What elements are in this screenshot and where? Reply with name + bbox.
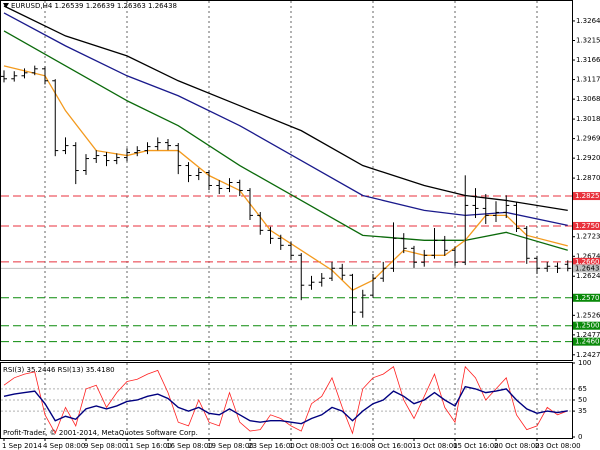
y-tick-label: 1.32640 [576, 17, 600, 25]
moving-average [3, 5, 568, 212]
rsi-line [3, 385, 568, 425]
y-tick-label: 1.28700 [576, 174, 600, 182]
x-tick-label: 1 Oct 08:00 [289, 442, 330, 450]
last-price-label: 1.26438 [575, 264, 600, 272]
level-label-box [573, 221, 600, 230]
main-panel-frame [0, 0, 573, 361]
x-tick-label: 15 Oct 16:00 [453, 442, 499, 450]
level-label: 1.27500 [575, 222, 600, 230]
chart-title: EURUSD,H4 1.26539 1.26639 1.26363 1.2643… [11, 2, 177, 10]
y-tick-label: 1.26740 [576, 252, 600, 260]
x-tick-label: 11 Sep 16:00 [125, 442, 172, 450]
y-tick-label: 1.24270 [576, 351, 600, 359]
x-tick-label: 19 Sep 08:00 [207, 442, 254, 450]
x-tick-label: 1 Sep 2014 [2, 442, 42, 450]
x-tick-label: 9 Sep 08:00 [84, 442, 126, 450]
x-tick-label: 3 Oct 16:00 [330, 442, 371, 450]
level-label: 1.28250 [575, 192, 600, 200]
rsi-title: RSI(3) 35.2446 RSI(13) 35.4180 [3, 366, 115, 374]
level-label-box [573, 321, 600, 330]
level-label-box [573, 293, 600, 302]
y-tick-label: 1.31660 [576, 56, 600, 64]
level-label: 1.25700 [575, 294, 600, 302]
level-label-box [573, 257, 600, 266]
moving-average [3, 65, 568, 291]
x-tick-label: 20 Oct 08:00 [494, 442, 540, 450]
x-tick-label: 13 Oct 08:00 [412, 442, 458, 450]
y-tick-label: 1.31170 [576, 76, 600, 84]
x-tick-label: 4 Sep 08:00 [43, 442, 85, 450]
y-tick-label: 0 [578, 433, 582, 441]
level-label-box [573, 192, 600, 201]
y-tick-label: 1.25260 [576, 311, 600, 319]
y-tick-label: 50 [578, 396, 587, 404]
x-tick-label: 16 Sep 08:00 [166, 442, 213, 450]
x-tick-label: 8 Oct 16:00 [371, 442, 412, 450]
x-tick-label: 23 Oct 08:00 [535, 442, 581, 450]
y-tick-label: 1.27230 [576, 233, 600, 241]
copyright: Profit-Trader, © 2001-2014, MetaQuotes S… [3, 429, 198, 437]
last-price-box [573, 264, 600, 273]
moving-average [3, 12, 568, 227]
title-icon [3, 3, 9, 8]
y-tick-label: 1.30180 [576, 115, 600, 123]
level-label: 1.24600 [575, 338, 600, 346]
y-tick-label: 35 [578, 407, 587, 415]
y-tick-label: 1.32150 [576, 36, 600, 44]
level-label: 1.25000 [575, 322, 600, 330]
y-tick-label: 100 [578, 359, 591, 367]
moving-average [3, 30, 568, 251]
x-tick-label: 23 Sep 16:00 [248, 442, 295, 450]
y-tick-label: 1.29690 [576, 135, 600, 143]
level-label-box [573, 337, 600, 346]
rsi-line [3, 365, 568, 435]
y-tick-label: 1.30680 [576, 95, 600, 103]
y-tick-label: 1.29200 [576, 154, 600, 162]
y-tick-label: 65 [578, 385, 587, 393]
level-label: 1.26600 [575, 258, 600, 266]
y-tick-label: 1.24770 [576, 331, 600, 339]
y-tick-label: 1.26240 [576, 272, 600, 280]
